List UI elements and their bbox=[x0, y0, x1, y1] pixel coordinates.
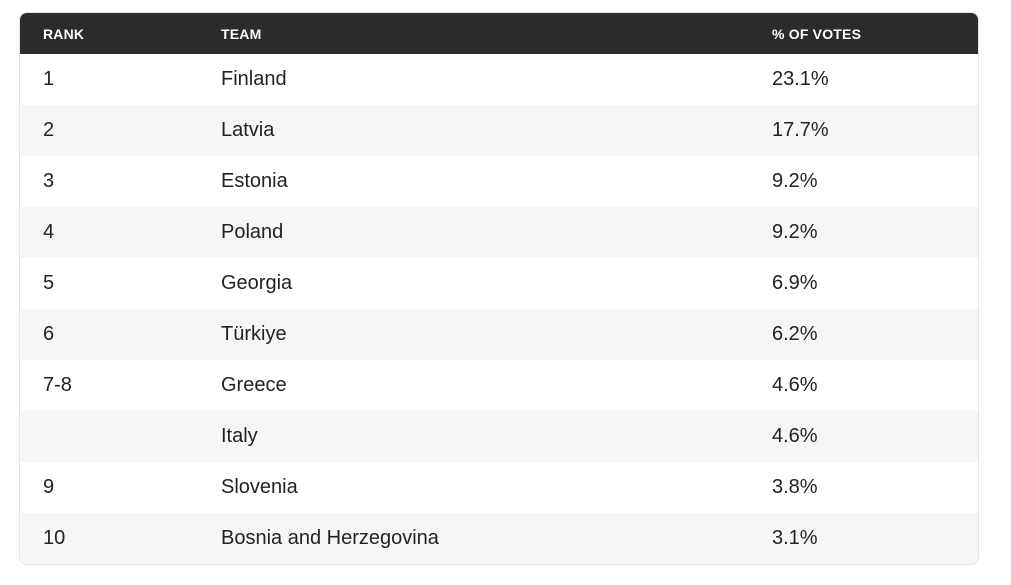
table-row: 9 Slovenia 3.8% bbox=[20, 462, 978, 513]
table-row: 2 Latvia 17.7% bbox=[20, 105, 978, 156]
table-row: 6 Türkiye 6.2% bbox=[20, 309, 978, 360]
rank-cell: 9 bbox=[43, 476, 55, 498]
votes-cell: 4.6% bbox=[772, 374, 818, 396]
rank-cell: 2 bbox=[43, 119, 55, 141]
column-header-votes: % OF VOTES bbox=[772, 25, 862, 42]
rank-cell: 7-8 bbox=[43, 374, 72, 396]
table-row: 3 Estonia 9.2% bbox=[20, 156, 978, 207]
table-header: RANK TEAM % OF VOTES bbox=[20, 13, 978, 54]
votes-cell: 9.2% bbox=[772, 221, 818, 243]
table-row: 7-8 Greece 4.6% bbox=[20, 360, 978, 411]
table-row: 4 Poland 9.2% bbox=[20, 207, 978, 258]
team-cell: Poland bbox=[221, 221, 284, 243]
team-cell: Italy bbox=[221, 425, 258, 447]
team-cell: Estonia bbox=[221, 170, 288, 192]
table-row: Italy 4.6% bbox=[20, 411, 978, 462]
team-cell: Finland bbox=[221, 68, 287, 90]
votes-cell: 9.2% bbox=[772, 170, 818, 192]
results-table-container: RANK TEAM % OF VOTES 1 Finland 23.1% 2 L… bbox=[19, 12, 979, 565]
rank-cell bbox=[20, 411, 221, 462]
votes-cell: 17.7% bbox=[772, 119, 829, 141]
votes-cell: 4.6% bbox=[772, 425, 818, 447]
votes-cell: 3.1% bbox=[772, 527, 818, 549]
rank-cell: 5 bbox=[43, 272, 55, 294]
table-row: 10 Bosnia and Herzegovina 3.1% bbox=[20, 513, 978, 564]
team-cell: Türkiye bbox=[221, 323, 287, 345]
column-header-rank: RANK bbox=[43, 25, 85, 42]
team-cell: Bosnia and Herzegovina bbox=[221, 527, 439, 549]
column-header-team: TEAM bbox=[221, 25, 262, 42]
table-row: 5 Georgia 6.9% bbox=[20, 258, 978, 309]
rank-cell: 4 bbox=[43, 221, 55, 243]
table-row: 1 Finland 23.1% bbox=[20, 54, 978, 105]
votes-cell: 3.8% bbox=[772, 476, 818, 498]
rank-cell: 1 bbox=[43, 68, 55, 90]
votes-cell: 23.1% bbox=[772, 68, 829, 90]
rank-cell: 6 bbox=[43, 323, 55, 345]
votes-cell: 6.2% bbox=[772, 323, 818, 345]
rank-cell: 3 bbox=[43, 170, 55, 192]
team-cell: Greece bbox=[221, 374, 287, 396]
table-body: 1 Finland 23.1% 2 Latvia 17.7% 3 Estonia… bbox=[20, 54, 978, 564]
header-row: RANK TEAM % OF VOTES bbox=[20, 13, 978, 54]
votes-cell: 6.9% bbox=[772, 272, 818, 294]
team-cell: Georgia bbox=[221, 272, 293, 294]
rank-cell: 10 bbox=[43, 527, 66, 549]
team-cell: Slovenia bbox=[221, 476, 298, 498]
results-table: RANK TEAM % OF VOTES 1 Finland 23.1% 2 L… bbox=[20, 13, 978, 564]
team-cell: Latvia bbox=[221, 119, 275, 141]
